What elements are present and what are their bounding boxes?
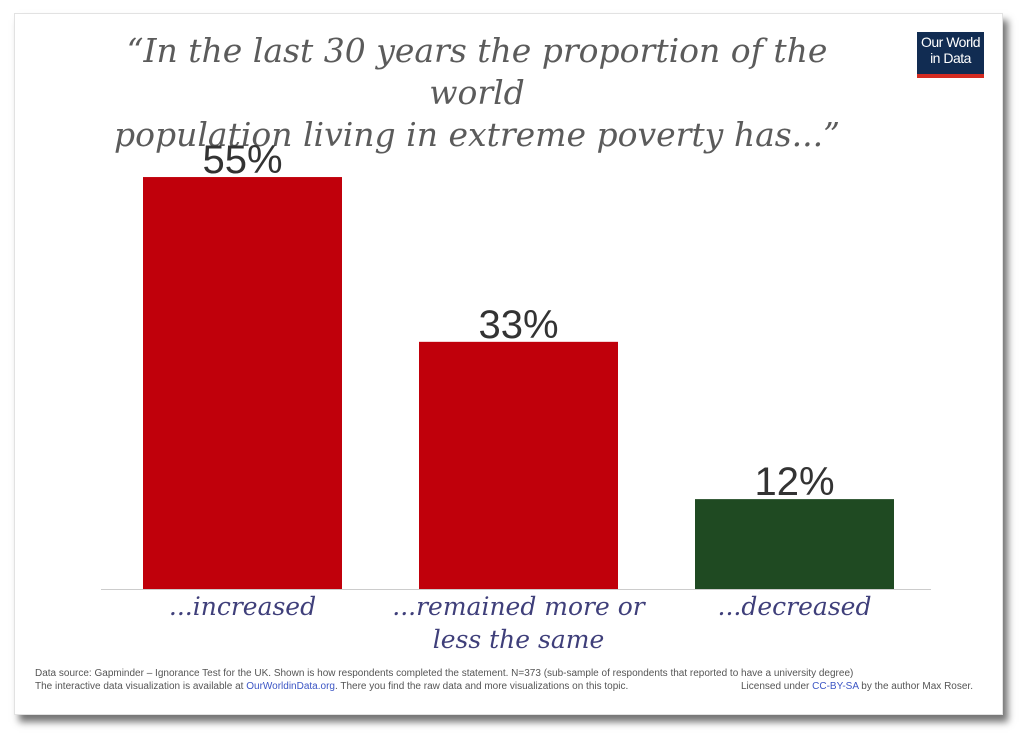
value-label-1: 55%: [202, 138, 282, 182]
value-label-3: 12%: [754, 460, 834, 504]
viz-prefix-text: The interactive data visualization is av…: [35, 681, 247, 692]
chart-card: “In the last 30 years the proportion of …: [14, 13, 1003, 715]
logo-line2: in Data: [930, 50, 971, 66]
license-link[interactable]: CC-BY-SA: [812, 681, 859, 692]
footer-viz-row: The interactive data visualization is av…: [35, 680, 985, 693]
category-label-3-line-1: ...decreased: [718, 592, 872, 621]
bar-1: [143, 177, 342, 590]
our-world-in-data-logo[interactable]: Our World in Data: [917, 32, 984, 78]
chart-title: “In the last 30 years the proportion of …: [77, 30, 877, 156]
footer: Data source: Gapminder – Ignorance Test …: [35, 667, 985, 693]
bar-3: [695, 499, 894, 589]
viz-suffix-text: . There you find the raw data and more v…: [334, 681, 629, 692]
footer-source-row: Data source: Gapminder – Ignorance Test …: [35, 667, 985, 680]
license-prefix: Licensed under: [740, 681, 813, 692]
category-label-2-line-1: ...remained more or: [392, 592, 647, 621]
license-text: Licensed under CC-BY-SA by the author Ma…: [741, 680, 973, 693]
logo-line1: Our World: [920, 34, 981, 50]
owid-link[interactable]: OurWorldinData.org: [246, 681, 335, 692]
chart-title-line2: population living in extreme poverty has…: [113, 115, 841, 154]
bar-chart: 55% ...increased 33% ...remained more or les…: [101, 138, 931, 654]
bar-2: [419, 341, 618, 589]
value-label-2: 33%: [478, 303, 558, 347]
category-label-2-line-2: less the same: [433, 625, 605, 654]
data-source-text: Data source: Gapminder – Ignorance Test …: [35, 668, 854, 679]
license-suffix: by the author Max Roser.: [858, 681, 973, 692]
category-label-1-line-1: ...increased: [169, 592, 316, 621]
chart-title-line1: “In the last 30 years the proportion of …: [126, 31, 828, 112]
